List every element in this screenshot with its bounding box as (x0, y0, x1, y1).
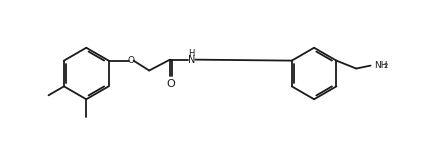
Text: NH: NH (374, 61, 388, 70)
Text: H: H (189, 49, 195, 58)
Text: 2: 2 (383, 63, 388, 69)
Text: O: O (128, 56, 135, 65)
Text: O: O (167, 79, 176, 89)
Text: N: N (188, 55, 195, 65)
